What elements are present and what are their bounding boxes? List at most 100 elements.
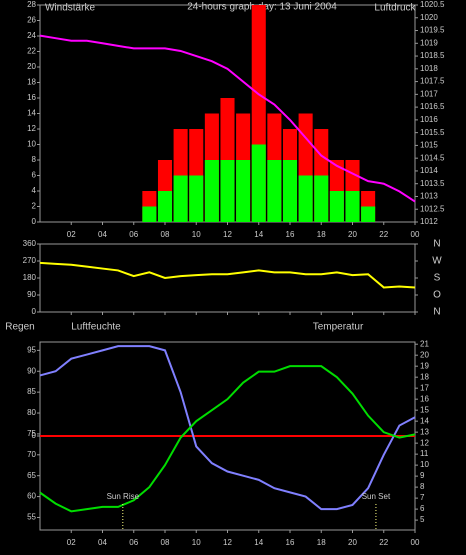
wind-bar (282, 160, 298, 222)
y-tick-label: 8 (32, 155, 37, 164)
x-tick-label: 14 (254, 230, 263, 239)
y2-tick-label: 1014.5 (420, 153, 445, 162)
axis-label: Windstärke (45, 3, 95, 14)
x-tick-label: 00 (411, 538, 420, 547)
annotation: Sun Set (362, 492, 391, 501)
y2-tick-label: 16 (420, 394, 429, 403)
wind-bar (329, 191, 344, 222)
y2-tick-label: 1017 (420, 89, 438, 98)
y2-tick-label: 17 (420, 383, 429, 392)
wind-bar (298, 175, 313, 222)
y2-tick-label: 1015.5 (420, 128, 445, 137)
y2-tick-label: 19 (420, 361, 429, 370)
y2-tick-label: 18 (420, 372, 429, 381)
y2-tick-label: 13 (420, 427, 429, 436)
x-tick-label: 20 (348, 230, 357, 239)
y2-tick-label: 15 (420, 405, 429, 414)
y2-tick-label: 11 (420, 449, 429, 458)
y-tick-label: 55 (27, 513, 36, 522)
wind-bar (236, 160, 251, 222)
plot-frame (39, 243, 416, 313)
y-tick-label: 90 (27, 290, 36, 299)
y2-tick-label: S (434, 273, 441, 284)
y2-tick-label: 7 (420, 493, 425, 502)
x-tick-label: 14 (254, 538, 263, 547)
y2-tick-label: N (433, 307, 440, 318)
axis-label: Temperatur (313, 322, 364, 333)
y2-tick-label: 1013.5 (420, 179, 445, 188)
y-tick-label: 2 (32, 202, 37, 211)
y2-tick-label: 1015 (420, 141, 438, 150)
y-tick-label: 360 (23, 239, 37, 248)
wind-bar (157, 191, 173, 222)
x-tick-label: 02 (67, 538, 76, 547)
wind-bar (204, 160, 219, 222)
x-tick-label: 18 (317, 230, 326, 239)
x-tick-label: 10 (192, 230, 201, 239)
y2-tick-label: 1018 (420, 64, 438, 73)
y-tick-label: 12 (27, 124, 36, 133)
y-tick-label: 26 (27, 16, 36, 25)
x-tick-label: 12 (223, 538, 232, 547)
x-tick-label: 12 (223, 230, 232, 239)
y2-tick-label: 1017.5 (420, 77, 445, 86)
series-line (39, 261, 416, 289)
y2-tick-label: 12 (420, 438, 429, 447)
y-tick-label: 6 (32, 171, 37, 180)
y2-tick-label: 1016.5 (420, 102, 445, 111)
y2-tick-label: 1012 (420, 217, 438, 226)
y2-tick-label: 1020.5 (420, 0, 445, 9)
y-tick-label: 70 (27, 450, 36, 459)
y2-tick-label: 1019.5 (420, 26, 445, 35)
y2-tick-label: 1019 (420, 38, 438, 47)
y-tick-label: 18 (27, 78, 36, 87)
y-tick-label: 20 (27, 62, 36, 71)
axis-label: Regen (5, 322, 34, 333)
x-tick-label: 04 (98, 538, 107, 547)
y-tick-label: 4 (32, 186, 37, 195)
x-tick-label: 16 (286, 538, 295, 547)
y-tick-label: 0 (32, 431, 37, 440)
x-tick-label: 06 (129, 538, 138, 547)
y-tick-label: 95 (27, 345, 36, 354)
y2-tick-label: 10 (420, 460, 429, 469)
axis-label: Luftdruck (374, 3, 416, 14)
y2-tick-label: 1014 (420, 166, 438, 175)
wind-bar (189, 175, 204, 222)
y-tick-label: 10 (27, 140, 36, 149)
x-tick-label: 06 (129, 230, 138, 239)
wind-bar (345, 191, 360, 222)
wind-bar (142, 206, 157, 222)
y-tick-label: 22 (27, 47, 36, 56)
x-tick-label: 00 (411, 230, 420, 239)
x-tick-label: 20 (348, 538, 357, 547)
y-tick-label: 270 (23, 256, 37, 265)
y2-tick-label: 14 (420, 416, 429, 425)
y-tick-label: 0 (32, 307, 37, 316)
y-tick-label: 14 (27, 109, 36, 118)
wind-bar (361, 206, 376, 222)
y-tick-label: 24 (27, 31, 36, 40)
y2-tick-label: 1018.5 (420, 51, 445, 60)
y-tick-label: 0 (32, 217, 37, 226)
y-tick-label: 180 (23, 273, 37, 282)
x-tick-label: 22 (379, 230, 388, 239)
series-line (39, 365, 416, 513)
annotation: Sun Rise (107, 492, 140, 501)
wind-bar (173, 175, 188, 222)
y2-tick-label: N (433, 239, 440, 250)
wind-bar (220, 160, 235, 222)
y2-tick-label: 20 (420, 350, 429, 359)
axis-label: Luftfeuchte (71, 322, 121, 333)
y2-tick-label: 9 (420, 471, 425, 480)
x-tick-label: 04 (98, 230, 107, 239)
y2-tick-label: 8 (420, 482, 425, 491)
y-tick-label: 16 (27, 93, 36, 102)
y2-tick-label: 1016 (420, 115, 438, 124)
x-tick-label: 10 (192, 538, 201, 547)
wind-bar (314, 175, 329, 222)
y-tick-label: 85 (27, 387, 36, 396)
x-tick-label: 08 (161, 230, 170, 239)
wind-bar (251, 144, 266, 222)
